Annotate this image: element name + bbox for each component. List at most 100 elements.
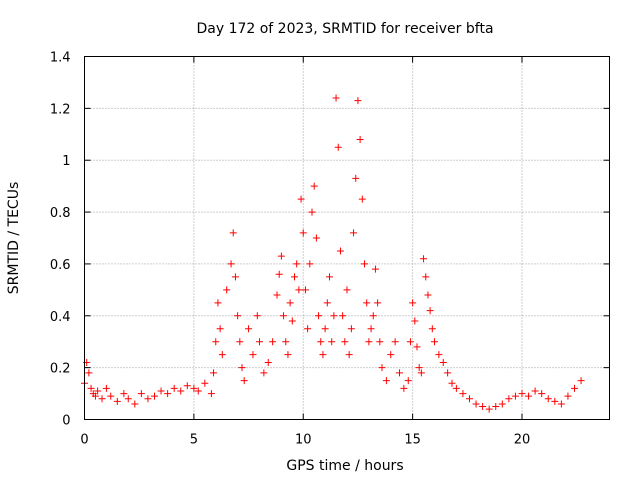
data-point [288,317,296,325]
data-point [317,338,325,346]
data-point [240,377,248,385]
data-point [404,377,412,385]
data-point [334,143,342,151]
data-point [164,390,172,398]
data-point [210,369,218,377]
data-point [177,387,185,395]
data-point [297,195,305,203]
grid [84,56,610,420]
data-point [452,384,460,392]
data-point [212,338,220,346]
data-point [448,379,456,387]
y-tick-label: 0.6 [50,258,71,273]
data-point [170,384,178,392]
data-point [361,260,368,268]
data-point [531,387,539,395]
data-point [352,174,360,182]
data-point [347,325,355,333]
data-point [107,392,115,400]
data-point [382,377,390,385]
data-point [518,390,526,398]
data-point [330,312,338,320]
data-point [557,400,565,408]
data-point [234,312,242,320]
data-point [564,392,572,400]
data-point [144,395,152,403]
plot-frame [84,56,610,420]
data-point [511,392,519,400]
data-point [201,379,209,387]
data-point [485,405,493,413]
data-point [435,351,443,359]
y-tick-label: 0 [62,414,70,429]
data-point [332,94,340,102]
data-point [336,247,344,255]
data-point [431,338,438,346]
data-point [551,397,559,405]
data-point [293,260,301,268]
y-tick-label: 0.4 [50,310,71,325]
data-point [299,229,307,237]
data-point [286,299,294,307]
data-point [102,384,110,392]
data-point [358,195,366,203]
data-point [387,351,395,359]
data-points [81,94,585,413]
x-tick-label: 5 [190,433,198,448]
data-point [137,390,145,398]
data-point [391,338,399,346]
data-point [194,387,202,395]
data-point [277,252,285,260]
data-point [544,395,552,403]
data-point [216,325,224,333]
data-point [328,338,336,346]
data-point [350,229,358,237]
x-tick-label: 20 [514,433,531,448]
data-point [151,392,158,400]
data-point [91,392,99,400]
data-point [339,312,347,320]
data-point [253,312,261,320]
data-point [538,390,546,398]
data-point [269,338,277,346]
data-point [218,351,226,359]
data-point [417,369,425,377]
x-axis-label: GPS time / hours [286,458,403,474]
y-tick-label: 1.2 [50,102,71,117]
data-point [426,307,434,315]
data-point [238,364,246,372]
data-point [343,286,351,294]
data-point [85,369,93,377]
data-point [321,325,329,333]
data-point [120,390,128,398]
data-point [525,392,533,400]
data-point [365,338,373,346]
data-point [273,291,281,299]
data-point [214,299,222,307]
data-point [291,273,298,281]
data-point [374,299,382,307]
data-point [87,384,95,392]
data-point [466,395,473,403]
data-point [411,317,419,325]
data-point [304,325,312,333]
y-tick-label: 0.8 [50,206,71,221]
data-point [98,395,106,403]
data-point [312,234,320,242]
data-point [245,325,253,333]
data-point [376,338,384,346]
data-point [371,265,379,273]
x-tick-label: 10 [295,433,312,448]
y-axis-label: SRMTID / TECUs [6,182,22,295]
y-tick-label: 0.2 [50,362,71,377]
x-tick-label: 0 [80,433,88,448]
data-point [260,369,268,377]
data-point [275,270,283,278]
x-tick-label: 15 [404,433,421,448]
data-point [229,229,237,237]
data-point [492,403,500,411]
data-point [396,369,403,377]
data-point [444,369,452,377]
data-point [479,403,487,411]
